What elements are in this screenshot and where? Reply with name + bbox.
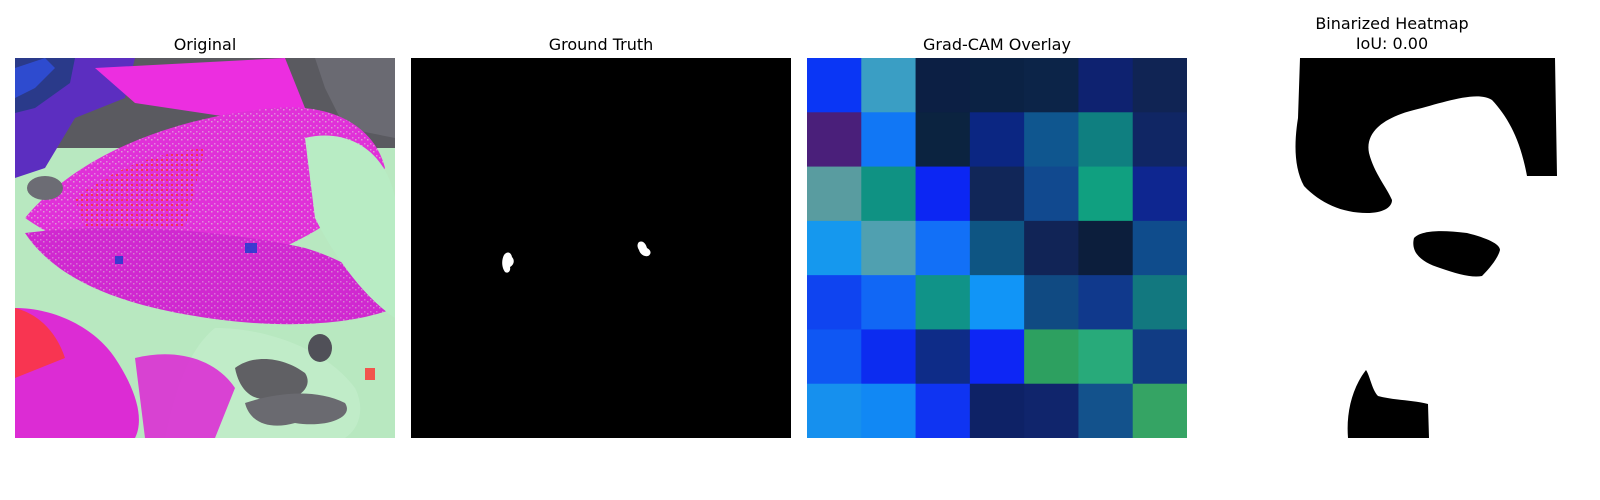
- binarized-heatmap-graphic: [1202, 58, 1582, 438]
- ground-truth-graphic: [411, 58, 791, 438]
- gradcam-cell: [915, 329, 971, 385]
- gradcam-cell: [915, 58, 971, 113]
- gradcam-overlay: [807, 58, 1187, 438]
- gradcam-cell: [807, 112, 862, 168]
- gradcam-cell: [1024, 329, 1079, 385]
- gradcam-cell: [1132, 329, 1187, 385]
- gradcam-cell: [861, 112, 917, 168]
- gradcam-cell: [1132, 166, 1187, 222]
- gradcam-cell: [1024, 275, 1079, 330]
- heatmap-region: [1295, 58, 1557, 213]
- lesion-spot: [502, 252, 514, 273]
- gradcam-cell: [861, 275, 917, 330]
- gradcam-cell: [861, 383, 917, 438]
- gradcam-cell: [1078, 58, 1134, 113]
- gradcam-cell: [1078, 166, 1134, 222]
- gradcam-cell: [969, 220, 1025, 276]
- gradcam-cell: [1132, 275, 1187, 330]
- binarized-heatmap-heading: Binarized Heatmap: [1315, 14, 1469, 33]
- gradcam-cell: [807, 220, 862, 276]
- original-image-graphic: [15, 58, 395, 438]
- gradcam-cell: [1078, 329, 1134, 385]
- gradcam-cell: [1132, 383, 1187, 438]
- lesion-spot: [637, 241, 651, 257]
- ground-truth-mask: [411, 58, 791, 438]
- gradcam-cell: [969, 275, 1025, 330]
- gradcam-grid: [807, 58, 1187, 438]
- heatmap-region: [1413, 231, 1500, 277]
- gradcam-cell: [1078, 383, 1134, 438]
- gradcam-cell: [861, 220, 917, 276]
- gradcam-cell: [1024, 166, 1079, 222]
- gradcam-cell: [861, 166, 917, 222]
- gradcam-cell: [915, 220, 971, 276]
- heatmap-region: [1347, 370, 1429, 438]
- gradcam-cell: [1024, 220, 1079, 276]
- gradcam-cell: [969, 58, 1025, 113]
- gradcam-cell: [861, 58, 917, 113]
- gradcam-cell: [1078, 112, 1134, 168]
- original-image: [15, 58, 395, 438]
- gradcam-cell: [1132, 220, 1187, 276]
- iou-readout: IoU: 0.00: [1355, 34, 1429, 53]
- gradcam-cell: [969, 329, 1025, 385]
- gradcam-cell: [915, 112, 971, 168]
- gradcam-cell: [1024, 58, 1079, 113]
- gradcam-cell: [1078, 275, 1134, 330]
- gradcam-cell: [861, 329, 917, 385]
- gradcam-cell: [807, 383, 862, 438]
- gradcam-cell: [1132, 112, 1187, 168]
- gradcam-cell: [807, 166, 862, 222]
- gradcam-cell: [915, 383, 971, 438]
- gradcam-cell: [915, 166, 971, 222]
- ground-truth-title: Ground Truth: [548, 35, 654, 54]
- gradcam-cell: [969, 383, 1025, 438]
- gradcam-overlay-title: Grad-CAM Overlay: [923, 35, 1071, 54]
- gradcam-cell: [915, 275, 971, 330]
- binarized-heatmap-title: Binarized Heatmap IoU: 0.00: [1202, 14, 1582, 54]
- gradcam-cell: [807, 275, 862, 330]
- gradcam-cell: [969, 112, 1025, 168]
- gradcam-cell: [1024, 383, 1079, 438]
- gradcam-cell: [969, 166, 1025, 222]
- gradcam-cell: [1078, 220, 1134, 276]
- original-title: Original: [173, 35, 237, 54]
- gradcam-cell: [1024, 112, 1079, 168]
- gradcam-cell: [807, 58, 862, 113]
- gradcam-cell: [1132, 58, 1187, 113]
- binarized-heatmap: [1202, 58, 1582, 438]
- gradcam-cell: [807, 329, 862, 385]
